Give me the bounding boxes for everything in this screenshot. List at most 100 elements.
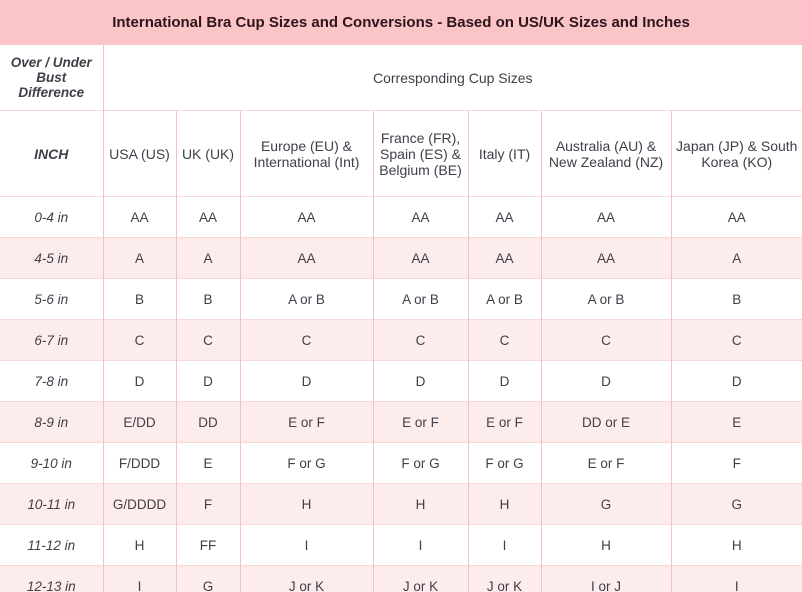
cup-size-cell: J or K xyxy=(467,565,541,592)
cup-size-cell: H xyxy=(239,483,373,525)
cup-size-cell: F xyxy=(670,442,802,484)
table-row: 7-8 in D D D D D D D xyxy=(0,360,802,402)
cup-size-cell: AA xyxy=(467,196,541,238)
cup-size-cell: AA xyxy=(102,196,176,238)
table-row: 4-5 in A A AA AA AA AA A xyxy=(0,237,802,279)
cup-size-cell: AA xyxy=(372,196,468,238)
cup-size-cell: F or G xyxy=(372,442,468,484)
cup-size-cell: A xyxy=(175,237,240,279)
cup-size-cell: I xyxy=(670,565,802,592)
cup-size-cell: D xyxy=(102,360,176,402)
cup-size-cell: H xyxy=(467,483,541,525)
table-row: 0-4 in AA AA AA AA AA AA AA xyxy=(0,196,802,238)
cup-size-cell: AA xyxy=(540,237,671,279)
column-header-uk: UK (UK) xyxy=(175,110,240,197)
cup-size-cell: D xyxy=(372,360,468,402)
bust-difference-label: 6-7 in xyxy=(0,319,103,361)
corresponding-cup-sizes-header: Corresponding Cup Sizes xyxy=(102,45,802,111)
cup-size-cell: H xyxy=(102,524,176,566)
cup-size-cell: F xyxy=(175,483,240,525)
cup-size-cell: C xyxy=(670,319,802,361)
column-header-row: INCH USA (US) UK (UK) Europe (EU) & Inte… xyxy=(0,110,802,197)
cup-size-cell: C xyxy=(102,319,176,361)
table-row: 9-10 in F/DDD E F or G F or G F or G E o… xyxy=(0,442,802,484)
column-header-italy: Italy (IT) xyxy=(467,110,541,197)
cup-size-cell: DD xyxy=(175,401,240,443)
cup-size-cell: G xyxy=(175,565,240,592)
cup-size-cell: E xyxy=(175,442,240,484)
bust-difference-label: 10-11 in xyxy=(0,483,103,525)
cup-size-cell: DD or E xyxy=(540,401,671,443)
cup-size-cell: E or F xyxy=(540,442,671,484)
table-row: 10-11 in G/DDDD F H H H G G xyxy=(0,483,802,525)
table-title-row: International Bra Cup Sizes and Conversi… xyxy=(0,0,802,45)
table-row: 5-6 in B B A or B A or B A or B A or B B xyxy=(0,278,802,320)
cup-size-cell: AA xyxy=(467,237,541,279)
cup-size-cell: B xyxy=(670,278,802,320)
cup-size-cell: A or B xyxy=(372,278,468,320)
table-row: 12-13 in I G J or K J or K J or K I or J… xyxy=(0,565,802,592)
cup-size-cell: FF xyxy=(175,524,240,566)
cup-size-cell: H xyxy=(670,524,802,566)
cup-size-cell: AA xyxy=(670,196,802,238)
cup-size-cell: F/DDD xyxy=(102,442,176,484)
table-row: 11-12 in H FF I I I H H xyxy=(0,524,802,566)
cup-size-cell: AA xyxy=(540,196,671,238)
cup-size-cell: E xyxy=(670,401,802,443)
cup-size-cell: F or G xyxy=(467,442,541,484)
bust-difference-label: 8-9 in xyxy=(0,401,103,443)
cup-size-cell: I xyxy=(239,524,373,566)
cup-size-cell: E/DD xyxy=(102,401,176,443)
cup-size-cell: AA xyxy=(372,237,468,279)
column-header-inch: INCH xyxy=(0,110,103,197)
cup-size-cell: A xyxy=(670,237,802,279)
cup-size-cell: B xyxy=(175,278,240,320)
cup-size-cell: E or F xyxy=(372,401,468,443)
cup-size-cell: G xyxy=(540,483,671,525)
bust-difference-label: 5-6 in xyxy=(0,278,103,320)
cup-size-cell: J or K xyxy=(239,565,373,592)
table-row: 8-9 in E/DD DD E or F E or F E or F DD o… xyxy=(0,401,802,443)
cup-size-cell: J or K xyxy=(372,565,468,592)
cup-size-cell: C xyxy=(467,319,541,361)
cup-size-cell: B xyxy=(102,278,176,320)
cup-size-cell: I xyxy=(372,524,468,566)
cup-size-cell: C xyxy=(540,319,671,361)
bust-difference-label: 0-4 in xyxy=(0,196,103,238)
cup-size-cell: G xyxy=(670,483,802,525)
cup-size-cell: D xyxy=(540,360,671,402)
column-header-europe: Europe (EU) & International (Int) xyxy=(239,110,373,197)
cup-size-cell: F or G xyxy=(239,442,373,484)
corner-header-bust-difference: Over / Under Bust Difference xyxy=(10,55,92,100)
cup-size-cell: E or F xyxy=(467,401,541,443)
cup-size-cell: H xyxy=(372,483,468,525)
table-row: 6-7 in C C C C C C C xyxy=(0,319,802,361)
cup-size-cell: C xyxy=(239,319,373,361)
cup-size-cell: I xyxy=(467,524,541,566)
cup-size-cell: G/DDDD xyxy=(102,483,176,525)
cup-size-cell: D xyxy=(670,360,802,402)
column-header-france-spain-belgium: France (FR), Spain (ES) & Belgium (BE) xyxy=(372,110,468,197)
cup-size-cell: D xyxy=(175,360,240,402)
cup-size-cell: C xyxy=(175,319,240,361)
cup-size-cell: A or B xyxy=(239,278,373,320)
bust-difference-label: 11-12 in xyxy=(0,524,103,566)
page-title: International Bra Cup Sizes and Conversi… xyxy=(0,0,802,45)
cup-size-cell: C xyxy=(372,319,468,361)
column-header-australia-nz: Australia (AU) & New Zealand (NZ) xyxy=(540,110,671,197)
bust-difference-label: 9-10 in xyxy=(0,442,103,484)
header-group-row: Over / Under Bust Difference Correspondi… xyxy=(0,45,802,111)
cup-size-cell: D xyxy=(239,360,373,402)
cup-size-cell: AA xyxy=(175,196,240,238)
cup-size-cell: I xyxy=(102,565,176,592)
cup-size-cell: A xyxy=(102,237,176,279)
bust-difference-label: 7-8 in xyxy=(0,360,103,402)
bust-difference-label: 12-13 in xyxy=(0,565,103,592)
column-header-usa: USA (US) xyxy=(102,110,176,197)
column-header-japan-korea: Japan (JP) & South Korea (KO) xyxy=(670,110,802,197)
cup-size-cell: AA xyxy=(239,237,373,279)
cup-size-cell: D xyxy=(467,360,541,402)
cup-size-cell: AA xyxy=(239,196,373,238)
bust-difference-label: 4-5 in xyxy=(0,237,103,279)
